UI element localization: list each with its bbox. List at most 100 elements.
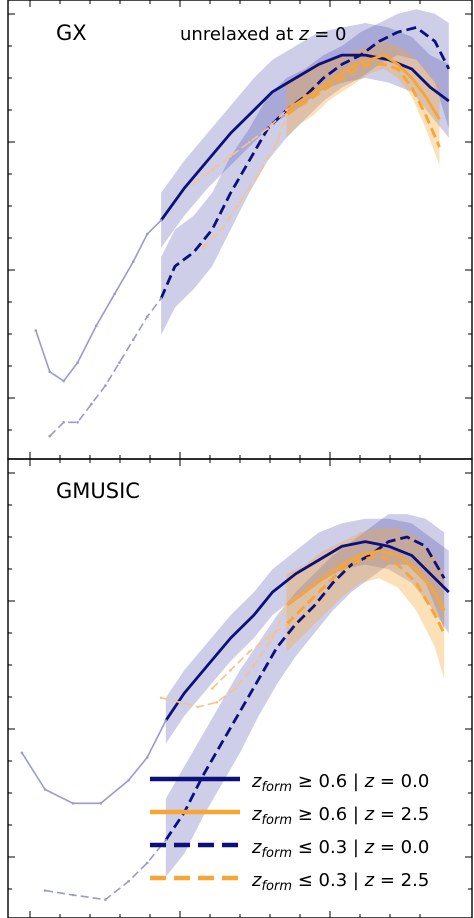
data-point-gmusic-lo_z0_ext-2 <box>104 898 107 901</box>
series-line-gx-hi_z25_ext <box>193 109 287 185</box>
legend-rel-1: ≥ 0.6 | <box>292 804 365 825</box>
data-point-gx-hi_z0_ext-6 <box>132 260 135 263</box>
data-point-gmusic-hi_z25_ext-5 <box>252 664 256 667</box>
legend-entry-1: zform ≥ 0.6 | z = 2.5 <box>150 804 429 828</box>
panel-label-gx: GX <box>56 21 87 45</box>
data-point-gx-lo_z0_ext-2 <box>76 421 79 424</box>
panel-label-gmusic: GMUSIC <box>56 479 140 503</box>
series-line-gmusic-lo_z0 <box>164 535 446 841</box>
data-point-gx-hi_z0_ext-0 <box>34 329 38 332</box>
axis-ticks-gx <box>8 0 472 459</box>
scatter-band-gmusic-2 <box>286 527 445 680</box>
data-point-gx-lo_z25_ext-1 <box>220 228 223 231</box>
scatter-band-gx-0 <box>161 23 449 248</box>
data-point-gmusic-lo_z25_ext-3 <box>266 636 270 640</box>
data-point-gmusic-hi_z25_ext-1 <box>178 701 181 704</box>
axis-ticks-gmusic <box>8 459 472 918</box>
data-point-gmusic-hi_z25_ext-2 <box>196 705 200 709</box>
series-line-gmusic-lo_z25 <box>285 554 446 635</box>
legend-sub-3: form <box>261 879 292 894</box>
data-point-gx-hi_z25_ext-4 <box>266 127 270 130</box>
data-point-gx-lo_z0_ext-7 <box>145 315 149 319</box>
series-line-gx-hi_z0 <box>159 53 450 222</box>
data-point-gx-hi_z25_ext-5 <box>285 108 288 112</box>
legend-sub-2: form <box>261 846 292 861</box>
data-point-gx-lo_z25_ext-0 <box>201 246 205 250</box>
data-point-gmusic-lo_z0_ext-5 <box>164 838 168 842</box>
data-point-gx-hi_z0_ext-1 <box>48 370 52 374</box>
data-point-gmusic-hi_z0_ext-1 <box>43 788 47 791</box>
data-point-gmusic-hi_z25_ext-4 <box>234 687 237 690</box>
data-point-gx-hi_z0_ext-3 <box>76 361 79 364</box>
series-line-gx-lo_z0_ext <box>49 297 162 437</box>
scatter-band-gx-2 <box>286 41 440 166</box>
series-line-gx-lo_z25 <box>285 62 441 148</box>
data-point-gx-hi_z0_ext-8 <box>159 219 163 222</box>
series-line-gmusic-hi_z0_ext <box>21 720 167 805</box>
data-point-gx-lo_z0_ext-5 <box>118 361 121 364</box>
data-point-gmusic-lo_z25_ext-0 <box>210 687 214 690</box>
legend-zval-2: = 0.0 <box>374 837 429 858</box>
legend-var-z-3: z <box>251 870 262 891</box>
data-point-gx-lo_z0_ext-4 <box>104 384 107 387</box>
legend-entry-2: zform ≤ 0.3 | z = 0.0 <box>150 837 429 861</box>
data-point-gmusic-hi_z0_ext-5 <box>145 756 149 759</box>
data-point-gmusic-hi_z0_ext-3 <box>99 802 103 805</box>
legend-zval-1: = 2.5 <box>374 804 429 825</box>
legend-label-1: zform ≥ 0.6 | z = 2.5 <box>251 804 429 828</box>
legend-zval-3: = 2.5 <box>374 870 429 891</box>
legend-zval-0: = 0.0 <box>374 771 429 792</box>
data-point-gmusic-lo_z0_ext-3 <box>127 880 130 883</box>
data-point-gx-hi_z0_ext-2 <box>62 379 65 383</box>
data-point-gmusic-lo_z25_ext-1 <box>229 668 232 672</box>
data-point-gx-lo_z0_ext-8 <box>159 297 163 300</box>
data-point-gmusic-hi_z0_ext-4 <box>127 779 130 782</box>
scatter-band-gmusic-0 <box>165 518 449 744</box>
data-point-gmusic-lo_z0_ext-0 <box>43 889 47 892</box>
legend-label-3: zform ≤ 0.3 | z = 2.5 <box>251 870 429 894</box>
data-point-gmusic-lo_z25_ext-2 <box>248 650 251 654</box>
series-line-gmusic-hi_z25_ext <box>160 605 288 708</box>
data-point-gx-hi_z25_ext-2 <box>229 154 232 158</box>
series-line-gx-hi_z0_ext <box>35 219 162 382</box>
legend-var-z-1: z <box>251 804 262 825</box>
legend-var-z2-2: z <box>364 837 375 858</box>
data-point-gmusic-lo_z0_ext-4 <box>145 861 149 865</box>
data-point-gx-lo_z0_ext-1 <box>62 421 65 424</box>
scatter-band-gmusic-1 <box>165 514 445 877</box>
annotation-var: z <box>298 24 309 45</box>
data-point-gx-lo_z25_ext-5 <box>285 113 288 117</box>
legend-entry-0: zform ≥ 0.6 | z = 0.0 <box>150 771 429 795</box>
legend-var-z-0: z <box>251 771 262 792</box>
data-point-gmusic-hi_z25_ext-7 <box>285 604 288 608</box>
series-line-gmusic-hi_z25 <box>285 549 446 612</box>
series-line-gx-hi_z25 <box>285 53 441 121</box>
data-point-gmusic-hi_z0_ext-2 <box>71 802 75 805</box>
panel-gmusic: GMUSIC <box>7 458 473 918</box>
data-point-gx-lo_z25_ext-3 <box>257 173 260 176</box>
data-point-gmusic-hi_z0_ext-6 <box>164 719 168 722</box>
scatter-band-gx-1 <box>161 9 449 336</box>
data-point-gx-hi_z0_ext-5 <box>113 292 116 296</box>
data-point-gmusic-hi_z25_ext-3 <box>215 701 219 704</box>
legend-rel-2: ≤ 0.3 | <box>292 837 365 858</box>
data-point-gx-hi_z0_ext-4 <box>94 324 98 328</box>
legend-var-z2-0: z <box>364 771 375 792</box>
legend-rel-3: ≤ 0.3 | <box>292 870 365 891</box>
data-point-gmusic-hi_z25_ext-6 <box>271 636 274 640</box>
series-line-gx-lo_z0 <box>159 26 451 299</box>
legend-sub-1: form <box>261 813 292 828</box>
data-point-gx-lo_z0_ext-0 <box>48 434 52 438</box>
data-point-gmusic-hi_z0_ext-0 <box>20 751 24 755</box>
legend-var-z-2: z <box>251 837 262 858</box>
data-point-gx-lo_z25_ext-2 <box>238 200 242 204</box>
data-point-gx-hi_z25_ext-1 <box>210 168 214 172</box>
annotation-rest: = 0 <box>309 24 347 45</box>
data-point-gmusic-lo_z25_ext-4 <box>285 622 288 626</box>
annotation-prefix: unrelaxed at <box>180 24 299 45</box>
data-point-gx-lo_z25_ext-4 <box>275 141 279 144</box>
data-point-gx-hi_z0_ext-7 <box>145 232 149 236</box>
legend-var-z2-3: z <box>364 870 375 891</box>
legend-entry-3: zform ≤ 0.3 | z = 2.5 <box>150 870 429 894</box>
